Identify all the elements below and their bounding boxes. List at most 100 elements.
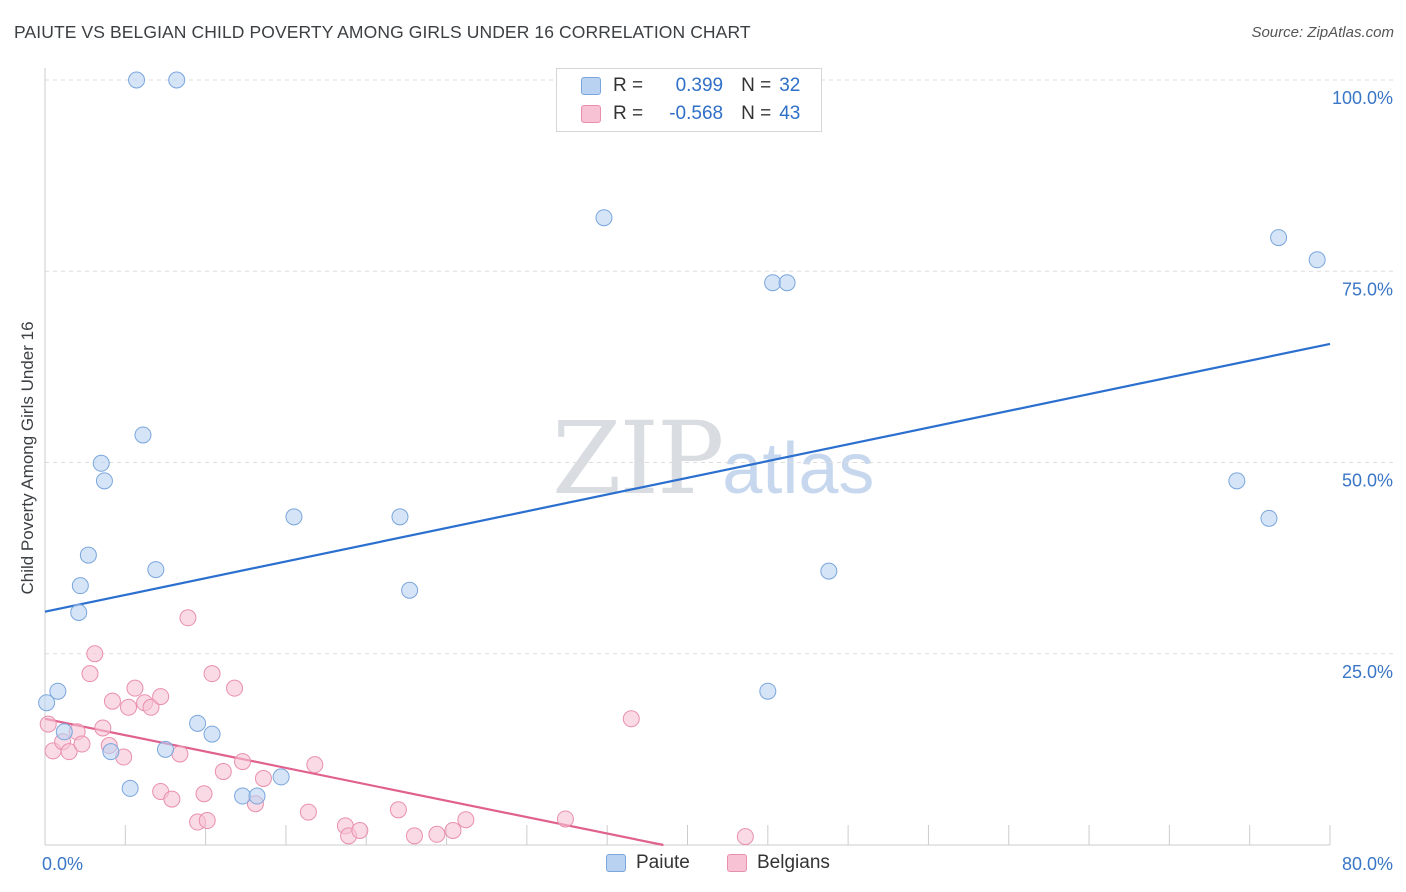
belgians-point — [351, 821, 369, 839]
belgians-point — [179, 609, 197, 627]
paiute-point — [1228, 472, 1246, 490]
paiute-point — [70, 603, 88, 621]
y-axis-label: Child Poverty Among Girls Under 16 — [18, 321, 37, 595]
paiute-point — [778, 274, 796, 292]
watermark-atlas: atlas — [722, 429, 875, 509]
paiute-point — [234, 787, 252, 805]
belgians-point — [299, 803, 317, 821]
paiute-point — [272, 768, 290, 786]
belgians-point — [736, 828, 754, 846]
paiute-point — [595, 209, 613, 227]
belgians-point — [171, 745, 189, 763]
y-tick-label: 50.0% — [1342, 471, 1393, 491]
legend-row-belgians: R = -0.568 N = 43 — [581, 102, 800, 126]
belgians-point — [94, 719, 112, 737]
belgians-point — [60, 743, 78, 761]
paiute-legend-swatch — [606, 854, 626, 872]
paiute-point — [147, 561, 165, 579]
belgians-point — [405, 827, 423, 845]
axes — [44, 68, 1331, 846]
y-tick-label: 75.0% — [1342, 279, 1393, 299]
bottom-legend-paiute: Paiute — [606, 852, 690, 874]
watermark: ZIPatlas — [552, 400, 874, 517]
tick-labels: 100.0% 75.0% 50.0% 25.0% 0.0% 80.0% — [42, 88, 1393, 874]
belgians-point — [203, 665, 221, 683]
paiute-point — [285, 508, 303, 526]
paiute-point — [49, 682, 67, 700]
paiute-trend-line — [44, 342, 1331, 613]
paiute-point — [764, 274, 782, 292]
belgians-swatch — [581, 105, 601, 123]
belgians-legend-swatch — [727, 854, 747, 872]
paiute-n-value: 32 — [779, 75, 801, 96]
n-label: N = — [741, 103, 772, 124]
belgians-point — [306, 756, 324, 774]
x-tick-label: 0.0% — [42, 854, 83, 874]
belgians-point — [39, 715, 57, 733]
chart-title: PAIUTE VS BELGIAN CHILD POVERTY AMONG GI… — [14, 22, 751, 42]
paiute-r-value: 0.399 — [675, 75, 724, 96]
y-tick-label: 100.0% — [1332, 88, 1393, 108]
paiute-point — [92, 454, 110, 472]
paiute-point — [79, 546, 97, 564]
belgians-point — [142, 698, 160, 716]
paiute-point — [189, 714, 207, 732]
paiute-point — [1308, 251, 1326, 269]
correlation-legend: R = 0.399 N = 32 R = -0.568 N = 43 — [556, 68, 822, 132]
paiute-point — [1260, 509, 1278, 527]
belgians-point — [556, 810, 574, 828]
paiute-legend-label: Paiute — [636, 852, 690, 873]
paiute-point — [38, 694, 56, 712]
belgians-point — [389, 801, 407, 819]
belgians-point — [163, 790, 181, 808]
belgians-point — [254, 769, 272, 787]
paiute-point — [134, 426, 152, 444]
r-label: R = — [613, 103, 644, 124]
paiute-point — [401, 581, 419, 599]
paiute-point — [1270, 229, 1288, 247]
belgians-legend-label: Belgians — [757, 852, 830, 873]
paiute-point — [168, 71, 186, 89]
belgians-point — [226, 679, 244, 697]
paiute-point — [95, 472, 113, 490]
r-label: R = — [613, 75, 644, 96]
grid-lines — [45, 79, 1395, 655]
paiute-swatch — [581, 77, 601, 95]
paiute-point — [128, 71, 146, 89]
trend-lines — [44, 342, 1331, 847]
belgians-point — [195, 785, 213, 803]
belgians-point — [120, 698, 138, 716]
belgians-point — [73, 735, 91, 753]
belgians-point — [457, 811, 475, 829]
watermark-zip: ZIP — [552, 400, 724, 517]
data-points — [38, 71, 1326, 846]
belgians-point — [126, 679, 144, 697]
belgians-point — [81, 665, 99, 683]
x-tick-label: 80.0% — [1342, 854, 1393, 874]
belgians-point — [214, 763, 232, 781]
belgians-point — [622, 710, 640, 728]
y-tick-label: 25.0% — [1342, 662, 1393, 682]
paiute-point — [102, 743, 120, 761]
n-label: N = — [741, 75, 772, 96]
paiute-point — [156, 740, 174, 758]
paiute-point — [203, 725, 221, 743]
legend-row-paiute: R = 0.399 N = 32 — [581, 74, 800, 98]
paiute-point — [820, 562, 838, 580]
belgians-n-value: 43 — [779, 103, 801, 124]
source-credit: Source: ZipAtlas.com — [1251, 24, 1394, 41]
belgians-point — [428, 825, 446, 843]
belgians-point — [234, 753, 252, 771]
paiute-point — [55, 723, 73, 741]
belgians-point — [103, 692, 121, 710]
paiute-point — [391, 508, 409, 526]
belgians-r-value: -0.568 — [669, 103, 724, 124]
paiute-point — [71, 577, 89, 595]
belgians-point — [198, 812, 216, 830]
belgians-point — [86, 645, 104, 663]
bottom-legend-belgians: Belgians — [727, 852, 830, 874]
paiute-point — [759, 682, 777, 700]
belgians-point — [444, 821, 462, 839]
paiute-point — [121, 779, 139, 797]
